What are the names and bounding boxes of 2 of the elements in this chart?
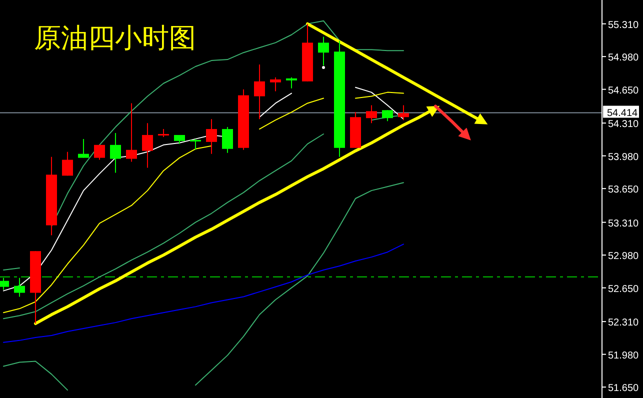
ref-line-label: 54.414 — [607, 108, 638, 119]
title: 原油四小时图 — [34, 23, 196, 54]
